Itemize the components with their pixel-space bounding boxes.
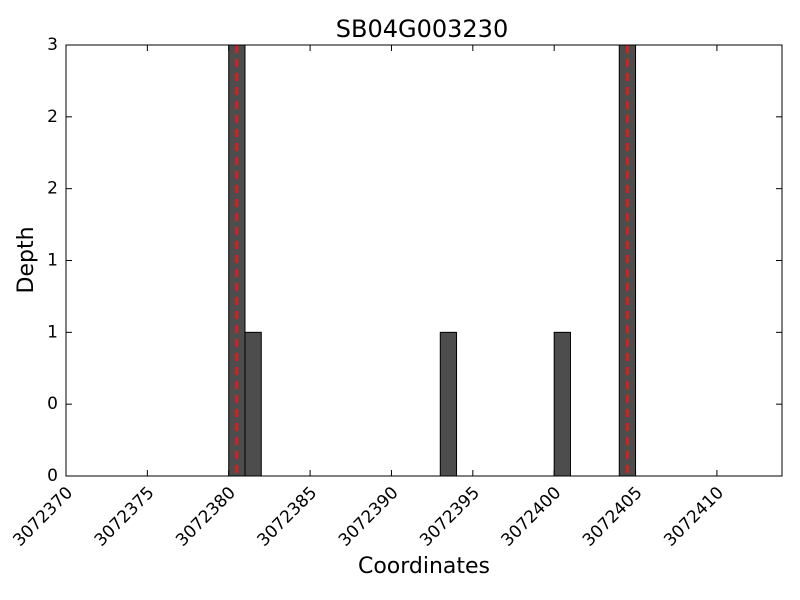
x-tick-label: 3072390: [335, 483, 403, 551]
y-tick-label: 2: [47, 179, 58, 199]
y-tick-label: 0: [47, 394, 58, 414]
y-tick-label: 1: [47, 251, 58, 271]
bar: [439, 331, 458, 477]
y-tick-label: 0: [47, 466, 58, 486]
bar: [553, 331, 571, 477]
x-tick-label: 3072380: [172, 483, 240, 551]
plot-frame: [65, 44, 783, 477]
y-axis-label: Depth: [14, 226, 39, 293]
x-tick-label: 3072370: [9, 483, 77, 551]
x-tick-label: 3072405: [579, 483, 647, 551]
y-tick-label: 3: [47, 35, 58, 55]
x-tick-label: 3072410: [660, 483, 728, 551]
y-tick-label: 1: [47, 322, 58, 342]
chart-title: SB04G003230: [336, 15, 508, 43]
y-tick-label: 2: [47, 107, 58, 127]
x-tick-label: 3072400: [498, 483, 566, 551]
x-tick-label: 3072385: [253, 483, 321, 551]
x-axis-label: Coordinates: [358, 554, 490, 579]
bar: [244, 331, 262, 477]
x-tick-label: 3072375: [91, 483, 159, 551]
x-tick-label: 3072395: [416, 483, 484, 551]
